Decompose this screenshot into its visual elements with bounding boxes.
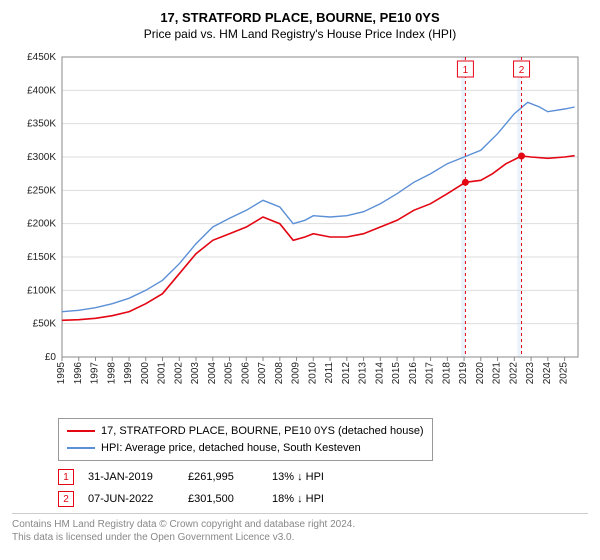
svg-text:2020: 2020	[475, 362, 486, 385]
svg-text:£50K: £50K	[33, 319, 57, 330]
svg-text:£450K: £450K	[27, 52, 56, 63]
svg-text:2010: 2010	[307, 362, 318, 385]
legend-swatch	[67, 430, 95, 432]
svg-text:2013: 2013	[358, 362, 369, 385]
svg-text:2015: 2015	[391, 362, 402, 385]
legend-label: 17, STRATFORD PLACE, BOURNE, PE10 0YS (d…	[101, 423, 424, 440]
sales-table: 1 31-JAN-2019 £261,995 13% ↓ HPI 2 07-JU…	[58, 469, 588, 507]
svg-text:2021: 2021	[492, 362, 503, 385]
svg-text:2: 2	[519, 65, 525, 76]
sale-marker: 2	[58, 491, 74, 507]
svg-text:2005: 2005	[224, 362, 235, 385]
svg-text:2001: 2001	[157, 362, 168, 385]
footer-line: Contains HM Land Registry data © Crown c…	[12, 518, 588, 531]
svg-text:£250K: £250K	[27, 185, 56, 196]
legend-item: 17, STRATFORD PLACE, BOURNE, PE10 0YS (d…	[67, 423, 424, 440]
svg-text:2012: 2012	[341, 362, 352, 385]
sale-price: £261,995	[188, 471, 258, 483]
legend-swatch	[67, 447, 95, 449]
legend-label: HPI: Average price, detached house, Sout…	[101, 440, 361, 457]
sale-date: 07-JUN-2022	[88, 493, 174, 505]
price-chart: £0 £50K £100K £150K £200K £250K £300K £350K £400…	[12, 47, 588, 412]
svg-text:2007: 2007	[257, 362, 268, 385]
sale-diff: 13% ↓ HPI	[272, 471, 352, 483]
svg-text:2022: 2022	[508, 362, 519, 385]
svg-text:2011: 2011	[324, 362, 335, 384]
sale-date: 31-JAN-2019	[88, 471, 174, 483]
svg-text:£350K: £350K	[27, 119, 56, 130]
svg-text:2006: 2006	[240, 362, 251, 385]
sale-price: £301,500	[188, 493, 258, 505]
svg-text:2016: 2016	[408, 362, 419, 385]
svg-text:2008: 2008	[274, 362, 285, 385]
svg-text:2000: 2000	[140, 362, 151, 385]
svg-text:£300K: £300K	[27, 152, 56, 163]
footer-line: This data is licensed under the Open Gov…	[12, 531, 588, 544]
svg-text:2009: 2009	[291, 362, 302, 385]
sale-row: 2 07-JUN-2022 £301,500 18% ↓ HPI	[58, 491, 588, 507]
svg-text:£100K: £100K	[27, 285, 56, 296]
svg-text:2024: 2024	[542, 362, 553, 385]
svg-text:1995: 1995	[56, 362, 67, 385]
svg-text:2019: 2019	[458, 362, 469, 385]
svg-text:2017: 2017	[425, 362, 436, 385]
svg-text:£150K: £150K	[27, 252, 56, 263]
svg-text:1998: 1998	[106, 362, 117, 385]
svg-text:1: 1	[463, 65, 469, 76]
page-subtitle: Price paid vs. HM Land Registry's House …	[12, 27, 588, 41]
page-title: 17, STRATFORD PLACE, BOURNE, PE10 0YS	[12, 10, 588, 25]
footer: Contains HM Land Registry data © Crown c…	[12, 513, 588, 544]
sale-row: 1 31-JAN-2019 £261,995 13% ↓ HPI	[58, 469, 588, 485]
legend: 17, STRATFORD PLACE, BOURNE, PE10 0YS (d…	[58, 418, 433, 461]
svg-text:£400K: £400K	[27, 85, 56, 96]
svg-text:£200K: £200K	[27, 219, 56, 230]
svg-text:2003: 2003	[190, 362, 201, 385]
svg-text:2025: 2025	[559, 362, 570, 385]
svg-text:1997: 1997	[90, 362, 101, 385]
svg-text:2004: 2004	[207, 362, 218, 385]
svg-text:2002: 2002	[173, 362, 184, 385]
legend-item: HPI: Average price, detached house, Sout…	[67, 440, 424, 457]
sale-marker: 1	[58, 469, 74, 485]
svg-text:2023: 2023	[525, 362, 536, 385]
chart-svg: £0 £50K £100K £150K £200K £250K £300K £350K £400…	[12, 47, 588, 407]
svg-text:2018: 2018	[441, 362, 452, 385]
svg-text:1999: 1999	[123, 362, 134, 385]
svg-text:£0: £0	[45, 352, 57, 363]
svg-text:2014: 2014	[374, 362, 385, 385]
sale-diff: 18% ↓ HPI	[272, 493, 352, 505]
svg-text:1996: 1996	[73, 362, 84, 385]
